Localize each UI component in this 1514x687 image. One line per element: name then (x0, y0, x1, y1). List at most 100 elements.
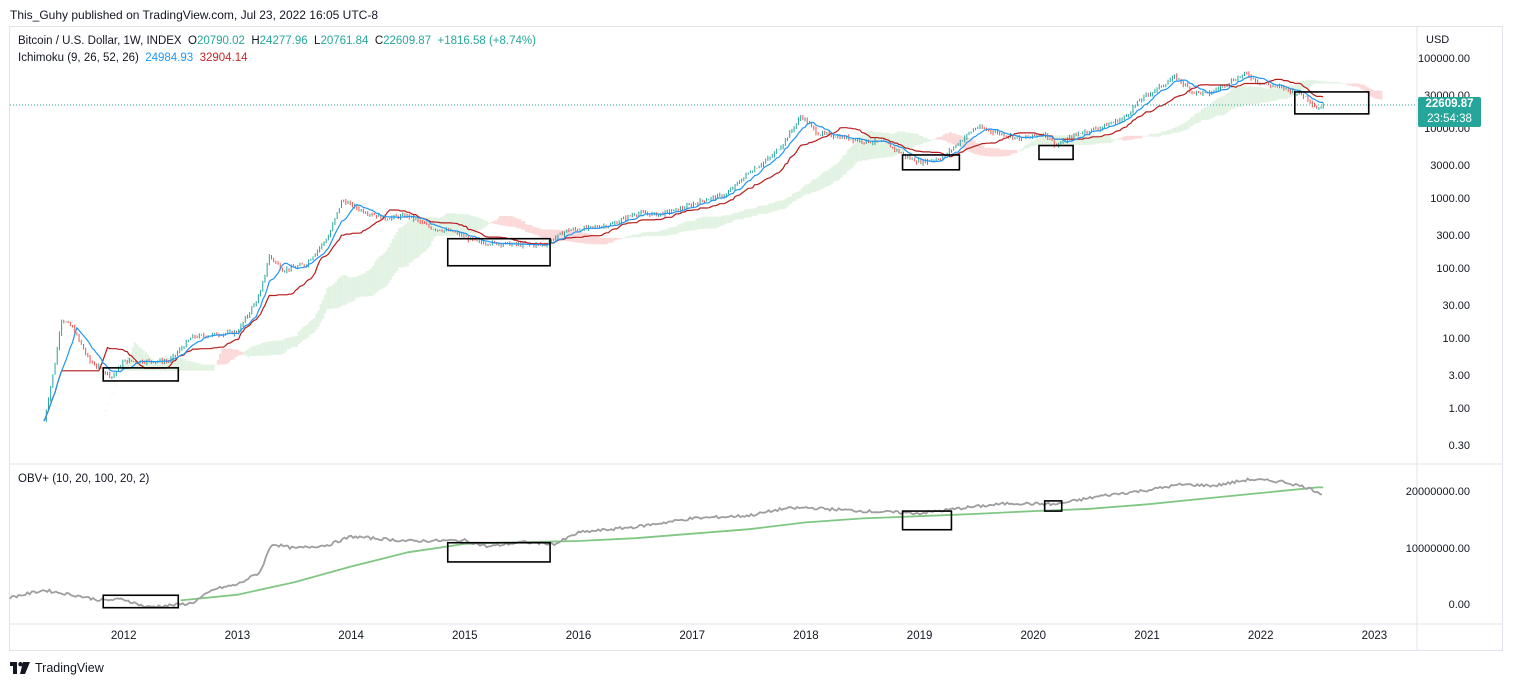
kumo-segment (1084, 135, 1088, 145)
price-tick-label: 1.00 (1448, 403, 1470, 415)
kumo-segment (127, 356, 130, 371)
kumo-segment (140, 348, 143, 371)
kumo-segment (682, 222, 685, 232)
annotation-boxes (102, 91, 1370, 609)
kumo-segment (269, 341, 272, 356)
kumo-segment (606, 237, 609, 245)
kumo-segment (641, 232, 644, 237)
kijun-line (43, 78, 1324, 422)
kumo-segment (715, 216, 718, 229)
kumo-segment (555, 229, 559, 240)
kumo-segment (1205, 107, 1208, 120)
kumo-segment (339, 276, 342, 307)
kumo-segment (809, 182, 812, 194)
kumo-segment (367, 270, 371, 297)
kumo-segment (149, 357, 152, 371)
kumo-segment (621, 238, 624, 240)
kumo-segment (1290, 85, 1293, 97)
kumo-segment (420, 216, 423, 254)
last-price-badge: 22609.87 (1418, 97, 1481, 112)
kumo-segment (907, 132, 911, 150)
kumo-segment (916, 133, 919, 145)
kumo-segment (787, 196, 790, 206)
kumo-segment (468, 214, 471, 234)
kumo-segment (737, 212, 740, 220)
kumo-segment (619, 238, 622, 240)
kumo-segment (302, 326, 305, 341)
kumo-segment (686, 221, 690, 231)
kumo-segment (894, 132, 897, 156)
kumo-segment (1312, 80, 1315, 84)
kumo-segment (748, 209, 751, 218)
obv-ma-line (180, 486, 1324, 602)
kumo-segment (616, 238, 620, 240)
kumo-segment (1198, 111, 1201, 123)
kumo-segment (1065, 135, 1068, 145)
kumo-segment (308, 321, 311, 336)
kumo-segment (369, 268, 373, 297)
kumo-segment (614, 237, 618, 241)
kumo-segment (1181, 124, 1184, 132)
kumo-segment (592, 234, 596, 245)
kumo-segment (1318, 80, 1322, 84)
kumo-segment (603, 237, 607, 245)
kumo-segment (581, 232, 585, 244)
kumo-segment (1032, 140, 1035, 146)
kumo-segment (590, 234, 594, 245)
kumo-segment (299, 329, 303, 343)
kumo-segment (1139, 135, 1142, 139)
kumo-segment (573, 230, 576, 242)
kumo-segment (409, 219, 412, 263)
ichimoku-cloud (103, 79, 1383, 417)
kumo-segment (665, 229, 668, 236)
kumo-segment (542, 229, 545, 239)
kumo-segment (741, 211, 744, 220)
kumo-segment (289, 337, 292, 349)
kumo-segment (391, 239, 395, 277)
kumo-segment (1371, 89, 1374, 98)
kumo-segment (1275, 88, 1278, 101)
kumo-segment (1251, 87, 1254, 105)
tradingview-logo[interactable]: TradingView (10, 661, 104, 675)
kumo-segment (999, 149, 1002, 157)
kumo-segment (219, 353, 222, 365)
kumo-segment (623, 236, 626, 238)
kumo-segment (785, 198, 788, 208)
kumo-segment (761, 205, 764, 214)
kumo-segment (1089, 134, 1092, 145)
kumo-segment (857, 137, 860, 162)
kumo-segment (815, 178, 819, 192)
kumo-segment (286, 337, 290, 350)
kumo-segment (514, 217, 517, 228)
kumo-segment (713, 216, 716, 229)
kumo-segment (711, 216, 714, 229)
kumo-segment (181, 358, 185, 371)
kumo-segment (949, 132, 952, 143)
kumo-segment (1091, 134, 1094, 145)
kumo-segment (1358, 83, 1361, 88)
kumo-segment (448, 213, 451, 237)
tenkan-line (43, 75, 1324, 422)
kumo-segment (431, 217, 434, 242)
kumo-segment (805, 184, 808, 195)
kumo-segment (864, 132, 867, 161)
kumo-segment (383, 252, 386, 288)
price-tick-label: 3.00 (1448, 369, 1470, 382)
kumo-segment (697, 217, 701, 229)
kumo-segment (855, 139, 858, 163)
kumo-segment (275, 340, 279, 355)
kumo-segment (280, 340, 283, 355)
kumo-segment (936, 137, 939, 140)
kumo-segment (387, 247, 390, 284)
kumo-segment (680, 223, 683, 232)
kumo-segment (418, 216, 421, 257)
kumo-segment (363, 273, 366, 297)
kumo-segment (1264, 88, 1267, 103)
kumo-segment (264, 342, 268, 356)
kumo-segment (877, 132, 880, 159)
kumo-segment (927, 139, 930, 142)
kumo-segment (247, 348, 250, 358)
kumo-segment (278, 340, 281, 355)
kumo-segment (1189, 117, 1193, 127)
